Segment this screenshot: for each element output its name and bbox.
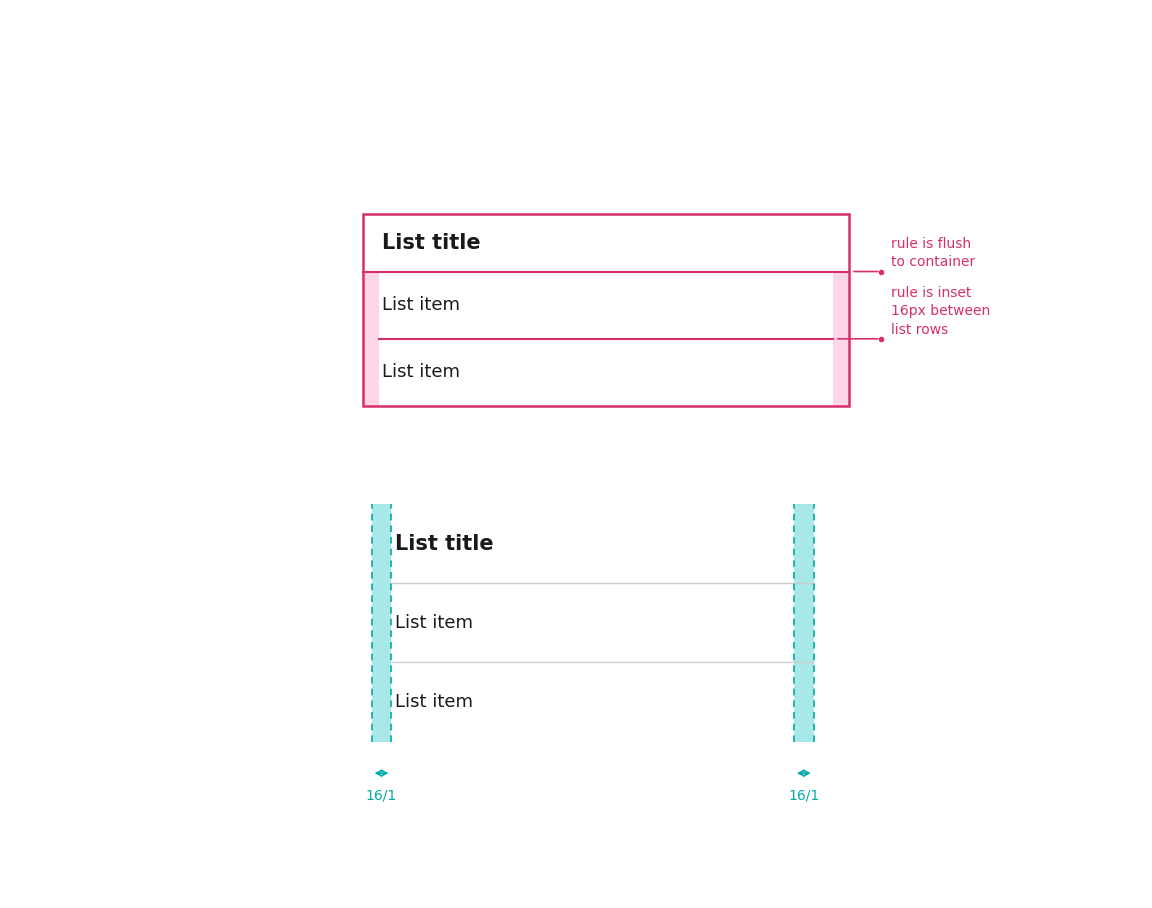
Text: List item: List item — [395, 614, 472, 632]
FancyBboxPatch shape — [363, 271, 379, 339]
Text: List title: List title — [382, 232, 482, 252]
Text: List item: List item — [382, 363, 461, 381]
FancyBboxPatch shape — [363, 339, 379, 406]
Text: 16/1: 16/1 — [788, 788, 819, 803]
FancyBboxPatch shape — [794, 504, 813, 742]
Text: 16/1: 16/1 — [366, 788, 397, 803]
Text: rule is inset
16px between
list rows: rule is inset 16px between list rows — [892, 286, 991, 337]
Text: List title: List title — [395, 534, 493, 554]
FancyBboxPatch shape — [833, 339, 849, 406]
Text: List item: List item — [382, 296, 461, 314]
Text: List item: List item — [395, 693, 472, 711]
FancyBboxPatch shape — [372, 504, 392, 742]
FancyBboxPatch shape — [833, 271, 849, 339]
Text: rule is flush
to container: rule is flush to container — [892, 237, 976, 270]
